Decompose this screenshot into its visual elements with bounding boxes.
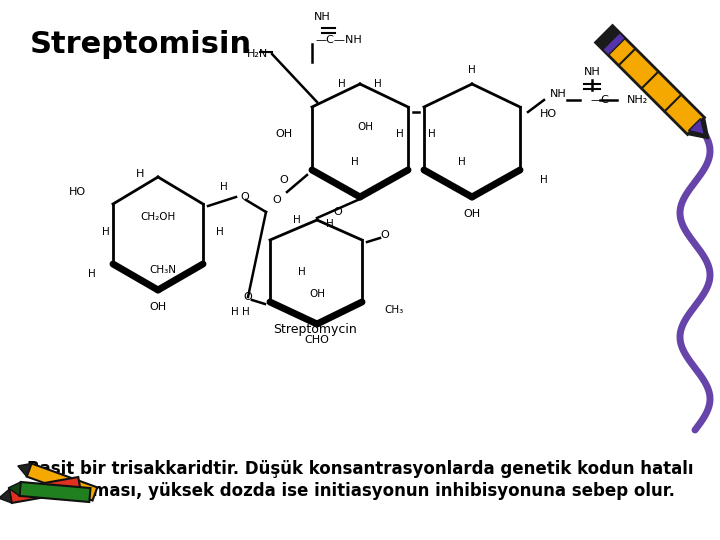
Polygon shape — [8, 482, 21, 496]
Text: OH: OH — [357, 122, 373, 132]
Polygon shape — [19, 482, 91, 502]
Polygon shape — [595, 25, 704, 134]
Text: H₂N: H₂N — [247, 49, 268, 59]
Text: OH: OH — [309, 289, 325, 299]
Text: H: H — [338, 79, 346, 89]
Text: CH₃N: CH₃N — [150, 265, 176, 275]
Text: H: H — [220, 182, 228, 192]
Text: HO: HO — [540, 109, 557, 119]
Text: —C: —C — [590, 95, 609, 105]
Polygon shape — [0, 489, 12, 503]
Text: Streptomisin: Streptomisin — [30, 30, 252, 59]
Polygon shape — [27, 463, 97, 501]
Text: O: O — [240, 192, 248, 202]
Text: CH₃: CH₃ — [384, 305, 403, 315]
Text: H H: H H — [231, 307, 250, 317]
Polygon shape — [595, 25, 620, 50]
Text: OH: OH — [275, 129, 292, 139]
Polygon shape — [9, 477, 81, 503]
Text: H: H — [293, 215, 301, 225]
Text: NH: NH — [550, 89, 567, 99]
Text: okunması, yüksek dozda ise initiasyonun inhibisyonuna sebep olur.: okunması, yüksek dozda ise initiasyonun … — [45, 482, 675, 500]
Text: NH: NH — [584, 67, 600, 77]
Text: H: H — [396, 129, 404, 139]
Polygon shape — [603, 32, 625, 55]
Text: H: H — [89, 269, 96, 279]
Text: O: O — [279, 175, 288, 185]
Text: O: O — [243, 292, 252, 302]
Text: HO: HO — [69, 187, 86, 197]
Text: Streptomycin: Streptomycin — [273, 323, 357, 336]
Text: H: H — [428, 129, 436, 139]
Text: CHO: CHO — [305, 335, 330, 345]
Text: O: O — [333, 207, 343, 217]
Text: H: H — [298, 267, 306, 277]
Text: Basit bir trisakkaridtir. Düşük konsantrasyonlarda genetik kodun hatalı: Basit bir trisakkaridtir. Düşük konsantr… — [27, 460, 693, 478]
Text: H: H — [468, 65, 476, 75]
Text: H: H — [216, 227, 224, 237]
Text: H: H — [458, 157, 466, 167]
Polygon shape — [688, 119, 704, 134]
Text: NH: NH — [314, 12, 330, 22]
Text: H: H — [540, 175, 548, 185]
Text: H: H — [374, 79, 382, 89]
Text: —C—NH: —C—NH — [315, 35, 361, 45]
Text: O: O — [380, 230, 389, 240]
Text: H: H — [136, 169, 144, 179]
Text: H: H — [102, 227, 110, 237]
Text: H: H — [326, 219, 334, 229]
Polygon shape — [688, 118, 708, 139]
Text: NH₂: NH₂ — [627, 95, 648, 105]
Text: OH: OH — [464, 209, 480, 219]
Text: O: O — [273, 195, 282, 205]
Polygon shape — [18, 463, 32, 477]
Text: CH₂OH: CH₂OH — [140, 212, 176, 222]
Text: OH: OH — [150, 302, 166, 312]
Text: H: H — [351, 157, 359, 167]
